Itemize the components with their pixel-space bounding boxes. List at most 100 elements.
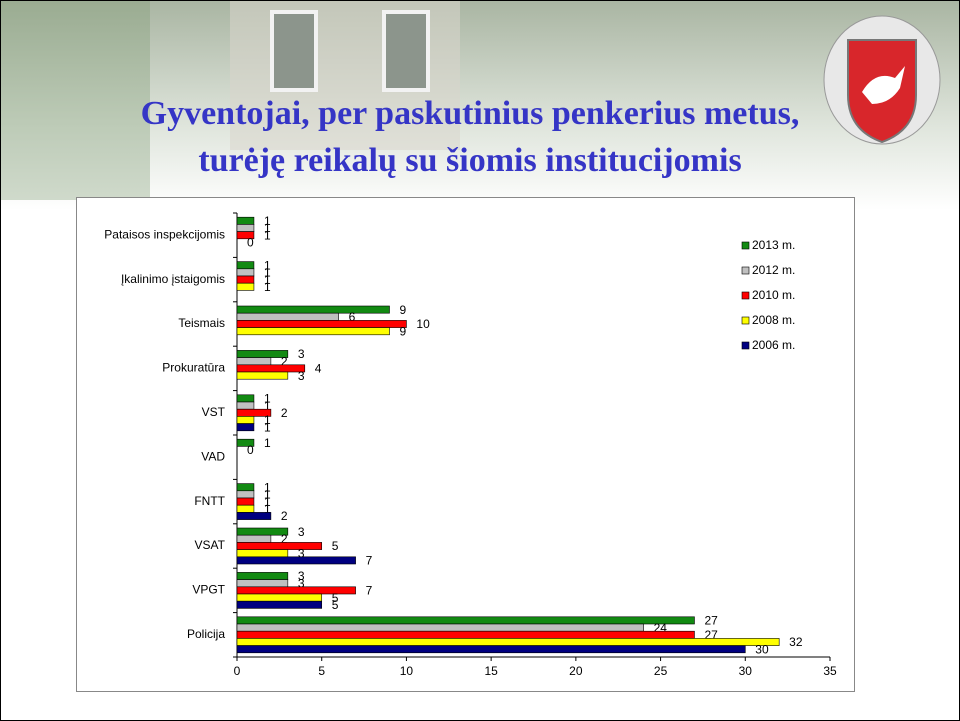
data-label: 1 <box>264 502 271 516</box>
legend-label: 2013 m. <box>752 238 795 252</box>
data-label: 1 <box>264 488 271 502</box>
bar <box>236 357 272 366</box>
x-tick-label: 15 <box>484 664 498 678</box>
data-label: 1 <box>264 266 271 280</box>
y-tick-label: VST <box>202 405 226 419</box>
data-label: 1 <box>264 392 271 406</box>
bar <box>236 638 780 646</box>
bar <box>236 600 323 609</box>
bar <box>236 616 695 625</box>
bar <box>236 504 255 513</box>
data-label: 1 <box>264 214 271 228</box>
data-label: 1 <box>264 228 271 242</box>
data-label: 2 <box>281 532 288 546</box>
legend-label: 2008 m. <box>752 313 795 327</box>
data-label: 1 <box>264 480 271 494</box>
data-label: 32 <box>789 635 803 649</box>
y-tick-label: VPGT <box>192 583 225 597</box>
legend-swatch <box>741 316 750 325</box>
bar <box>236 268 255 277</box>
legend-swatch <box>741 291 750 300</box>
legend-swatch <box>741 341 750 350</box>
legend-label: 2012 m. <box>752 263 795 277</box>
bar <box>236 305 390 314</box>
data-label: 5 <box>332 598 339 612</box>
data-label: 27 <box>704 614 718 628</box>
data-label: 3 <box>298 569 305 583</box>
bar <box>236 572 289 580</box>
data-label: 2 <box>281 406 288 420</box>
x-tick-label: 35 <box>823 664 837 678</box>
bar <box>236 416 255 424</box>
bar <box>236 394 255 403</box>
data-label: 10 <box>416 317 430 331</box>
data-label: 3 <box>298 525 305 539</box>
bar <box>236 364 306 373</box>
data-label: 1 <box>264 495 271 509</box>
bar <box>236 275 255 284</box>
data-label: 30 <box>755 642 769 656</box>
x-tick-label: 10 <box>400 664 414 678</box>
coat-of-arms <box>823 15 941 145</box>
bar <box>236 623 644 632</box>
data-label: 1 <box>264 436 271 450</box>
legend-swatch <box>741 266 750 275</box>
y-tick-label: Įkalinimo įstaigomis <box>121 272 225 286</box>
bar <box>236 549 289 558</box>
data-label: 0 <box>247 236 254 250</box>
y-tick-label: Teismais <box>178 316 225 330</box>
slide-title-line: turėję reikalų su šiomis institucijomis <box>198 142 741 179</box>
bar <box>236 312 339 321</box>
background-photo <box>0 0 960 210</box>
bar <box>236 224 255 232</box>
bar <box>236 483 255 492</box>
legend-label: 2010 m. <box>752 288 795 302</box>
y-tick-label: Pataisos inspekcijomis <box>104 227 225 241</box>
data-label: 0 <box>247 443 254 457</box>
data-label: 5 <box>332 591 339 605</box>
bar <box>236 556 356 565</box>
bar <box>236 438 255 447</box>
data-label: 1 <box>264 221 271 235</box>
y-tick-label: Prokuratūra <box>162 361 225 375</box>
x-tick-label: 25 <box>654 664 668 678</box>
data-label: 7 <box>366 584 373 598</box>
legend-swatch <box>741 241 750 250</box>
data-label: 3 <box>298 546 305 560</box>
x-tick-label: 5 <box>318 664 325 678</box>
data-label: 2 <box>281 509 288 523</box>
bar <box>236 497 255 506</box>
x-tick-label: 0 <box>234 664 241 678</box>
bar <box>236 261 255 270</box>
slide-title-line: Gyventojai, per paskutinius penkerius me… <box>141 95 800 132</box>
bar <box>236 282 255 291</box>
bar <box>236 579 289 588</box>
bar <box>236 423 255 432</box>
bar <box>236 216 255 225</box>
y-tick-label: Policija <box>187 627 225 641</box>
bar <box>236 320 407 328</box>
data-label: 5 <box>332 539 339 553</box>
data-label: 1 <box>264 258 271 272</box>
trees <box>0 0 150 200</box>
y-tick-label: VSAT <box>195 538 226 552</box>
data-label: 1 <box>264 413 271 427</box>
window <box>382 10 430 92</box>
x-tick-label: 20 <box>569 664 583 678</box>
bar <box>236 231 255 240</box>
data-label: 6 <box>349 310 356 324</box>
data-label: 3 <box>298 576 305 590</box>
bar <box>236 371 289 380</box>
window <box>270 10 318 92</box>
legend-label: 2006 m. <box>752 338 795 352</box>
knight <box>862 66 905 104</box>
bar <box>236 534 272 543</box>
bar <box>236 630 695 639</box>
y-tick-label: VAD <box>201 449 225 463</box>
data-label: 1 <box>264 420 271 434</box>
data-label: 9 <box>399 324 406 338</box>
y-tick-label: FNTT <box>194 494 225 508</box>
